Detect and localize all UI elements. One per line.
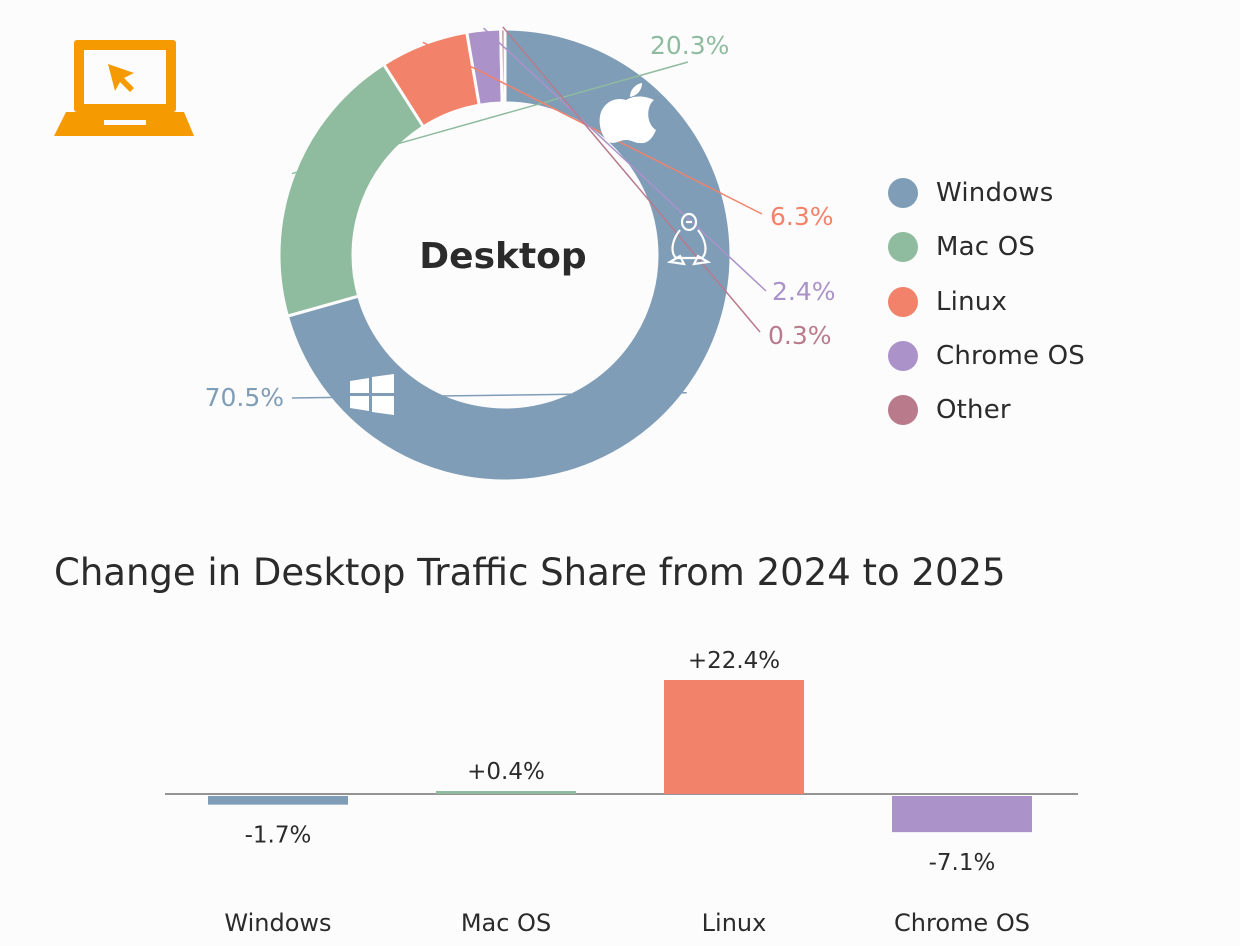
- x-tick-label: Linux: [702, 909, 767, 937]
- legend-swatch: [888, 178, 918, 209]
- x-tick-label: Chrome OS: [894, 909, 1030, 937]
- bar-mac-os: [436, 791, 576, 794]
- legend-label: Linux: [936, 286, 1008, 317]
- bar-chrome-os: [892, 796, 1032, 833]
- donut-slice-mac-os: [277, 62, 426, 318]
- bar-linux: [664, 680, 804, 794]
- bar-value-label: -7.1%: [929, 850, 996, 876]
- bar-value-label: +22.4%: [688, 648, 780, 674]
- data-label-other: 0.3%: [768, 321, 832, 350]
- legend-label: Mac OS: [936, 232, 1036, 263]
- data-label-mac-os: 20.3%: [650, 31, 729, 60]
- penguin-icon: [666, 212, 712, 266]
- leader-line: [502, 26, 761, 333]
- bar-value-label: -1.7%: [245, 823, 312, 849]
- x-tick-label: Windows: [224, 909, 331, 937]
- data-label-windows: 70.5%: [205, 383, 284, 412]
- legend: Windows Mac OS Linux Chrome OS Other: [888, 166, 1085, 437]
- donut-center-title: Desktop: [419, 236, 586, 277]
- data-label-linux: 6.3%: [770, 202, 834, 231]
- legend-item-windows: Windows: [888, 166, 1085, 220]
- legend-label: Other: [936, 395, 1011, 426]
- donut-slice-other: [499, 27, 507, 105]
- bar-chart-title: Change in Desktop Traffic Share from 202…: [54, 551, 1006, 594]
- bar-windows: [208, 796, 348, 805]
- apple-icon: [599, 83, 656, 144]
- x-tick-label: Mac OS: [461, 909, 551, 937]
- legend-item-mac-os: Mac OS: [888, 220, 1085, 274]
- legend-swatch: [888, 232, 918, 263]
- bar-value-label: +0.4%: [467, 759, 545, 785]
- legend-swatch: [888, 286, 918, 317]
- windows-icon: [350, 374, 394, 415]
- legend-item-linux: Linux: [888, 275, 1085, 329]
- legend-label: Windows: [936, 178, 1054, 209]
- leader-line: [482, 27, 767, 292]
- legend-swatch: [888, 341, 918, 372]
- legend-label: Chrome OS: [936, 341, 1086, 372]
- legend-swatch: [888, 395, 918, 426]
- leader-line: [422, 41, 763, 215]
- laptop-cursor-icon: [54, 40, 194, 136]
- leader-line: [291, 61, 689, 175]
- legend-item-chrome-os: Chrome OS: [888, 329, 1085, 383]
- legend-item-other: Other: [888, 383, 1085, 437]
- data-label-chrome-os: 2.4%: [772, 277, 836, 306]
